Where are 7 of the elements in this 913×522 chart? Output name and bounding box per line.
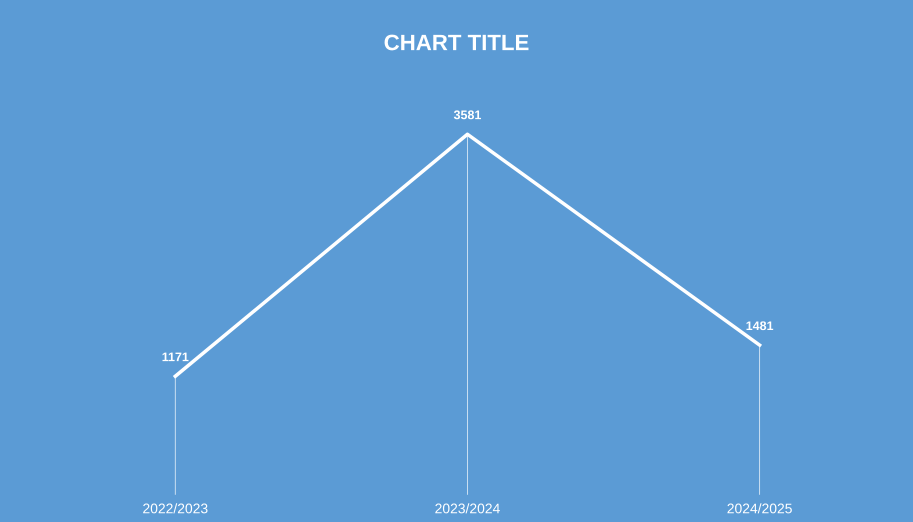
x-tick-label: 2022/2023 xyxy=(143,503,208,514)
data-label: 1481 xyxy=(746,321,774,330)
chart-title: CHART TITLE xyxy=(384,34,528,50)
x-tick-label: 2024/2025 xyxy=(727,503,792,514)
data-label: 1171 xyxy=(162,352,189,362)
x-tick-label: 2023/2024 xyxy=(435,503,500,514)
data-label: 3581 xyxy=(454,110,482,120)
